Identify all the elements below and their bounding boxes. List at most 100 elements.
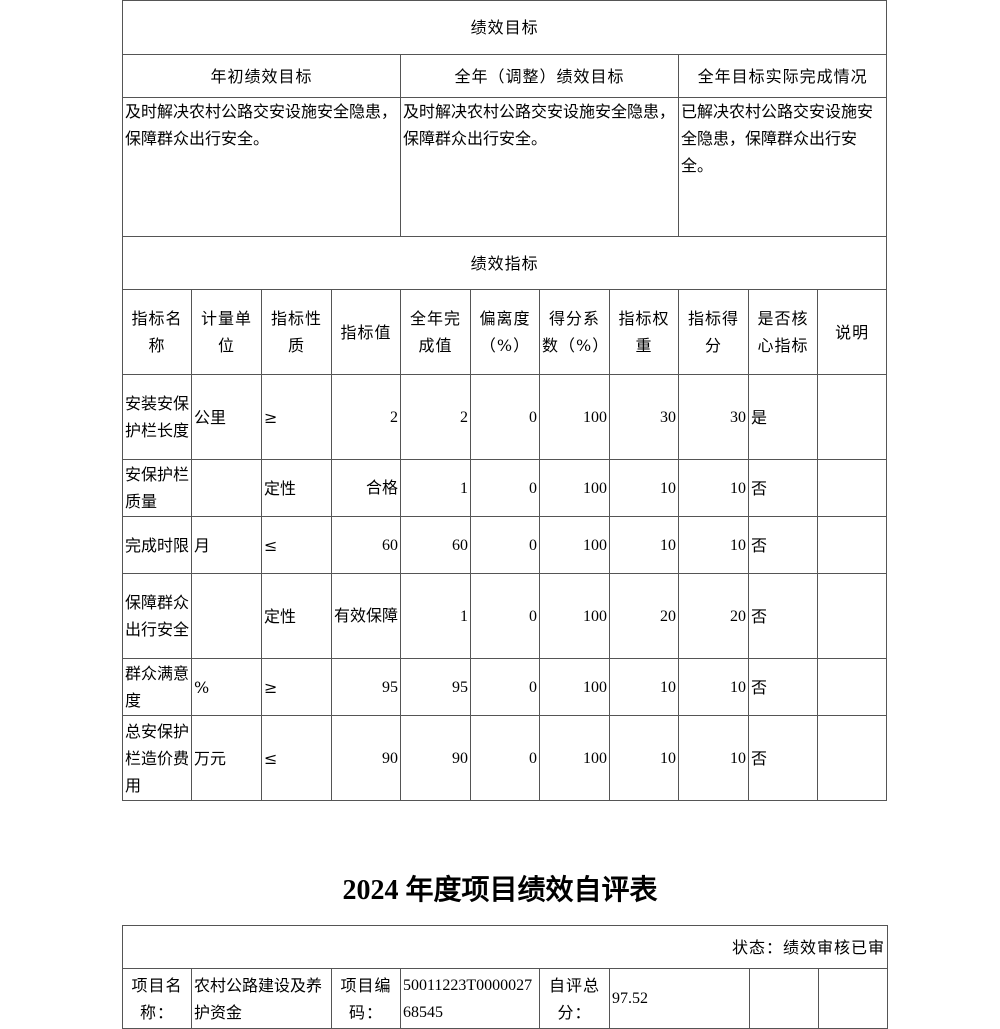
indicator-cell: 安保护栏质量 [122, 459, 192, 517]
indicator-cell: 100 [539, 459, 610, 517]
indicator-cell: 100 [539, 573, 610, 659]
indicator-header: 说明 [816, 289, 888, 375]
goals-initial-value: 及时解决农村公路交安设施安全隐患，保障群众出行安全。 [122, 97, 401, 237]
indicator-header: 指标性质 [261, 289, 332, 375]
indicator-cell: 0 [470, 459, 540, 517]
indicator-cell: 10 [609, 459, 679, 517]
indicator-cell: 0 [470, 715, 540, 801]
indicator-cell: 合格 [331, 459, 401, 517]
indicator-header: 指标权重 [609, 289, 679, 375]
score-label: 自评总分： [539, 968, 610, 1029]
indicator-cell: 总安保护栏造价费用 [122, 715, 192, 801]
indicator-cell: 100 [539, 715, 610, 801]
indicator-row: 总安保护栏造价费用 万元 ≤90 90 0 100 10 10 否 [122, 715, 888, 801]
indicator-cell: 100 [539, 374, 610, 460]
indicator-cell: 10 [678, 715, 749, 801]
status-text: 状态：绩效审核已审 [121, 925, 889, 969]
indicator-cell: 否 [748, 459, 818, 517]
indicator-cell [816, 658, 888, 716]
indicator-cell: 1 [400, 573, 471, 659]
indicator-cell: 有效保障 [331, 573, 401, 659]
indicator-cell: 保障群众出行安全 [122, 573, 192, 659]
indicator-cell: 0 [470, 374, 540, 460]
indicator-row: 保障群众出行安全 定性 有效保障 1 0 100 20 20 否 [122, 573, 888, 659]
indicator-row: 安装安保护栏长度 公里 ≥2 2 0 100 30 30 是 [122, 374, 888, 460]
indicator-cell [191, 573, 262, 659]
indicator-cell: 1 [400, 459, 471, 517]
indicator-cell: 安装安保护栏长度 [122, 374, 192, 460]
indicator-cell: 2 [400, 374, 471, 460]
indicator-cell: 95 [331, 658, 401, 716]
goals-header-actual: 全年目标实际完成情况 [677, 54, 888, 98]
indicator-header: 指标名称 [122, 289, 192, 375]
empty-cell [817, 968, 889, 1029]
indicators-title: 绩效指标 [121, 236, 888, 290]
empty-cell [749, 968, 819, 1029]
indicator-cell: % [191, 658, 262, 716]
indicator-cell: 30 [678, 374, 749, 460]
indicator-cell: 90 [331, 715, 401, 801]
indicator-cell: 20 [609, 573, 679, 659]
project-code-label: 项目编码： [331, 968, 401, 1029]
indicator-header: 全年完成值 [400, 289, 471, 375]
indicator-cell [816, 715, 888, 801]
indicator-cell: ≤ [261, 516, 332, 574]
indicator-cell: 月 [191, 516, 262, 574]
indicator-cell: 完成时限 [122, 516, 192, 574]
indicator-cell: 否 [748, 573, 818, 659]
indicator-cell: 10 [609, 715, 679, 801]
indicator-header: 指标得分 [678, 289, 749, 375]
project-name-value: 农村公路建设及养护资金 [191, 968, 332, 1029]
indicator-cell [816, 573, 888, 659]
project-name-label: 项目名称： [122, 968, 192, 1029]
indicator-cell: 90 [400, 715, 471, 801]
indicator-cell: 定性 [261, 573, 332, 659]
indicator-cell: 100 [539, 516, 610, 574]
indicator-cell: 否 [748, 516, 818, 574]
goals-title: 绩效目标 [121, 0, 888, 55]
indicator-cell: 60 [400, 516, 471, 574]
indicator-header: 指标值 [331, 289, 401, 375]
indicator-cell: 0 [470, 516, 540, 574]
indicator-header: 偏离度（%） [470, 289, 540, 375]
goals-adjusted-value: 及时解决农村公路交安设施安全隐患，保障群众出行安全。 [400, 97, 679, 237]
score-value: 97.52 [609, 968, 750, 1029]
indicator-cell: 0 [470, 658, 540, 716]
indicator-cell: 95 [400, 658, 471, 716]
goals-header-adjusted: 全年（调整）绩效目标 [400, 54, 679, 98]
indicator-row: 安保护栏质量 定性 合格 1 0 100 10 10 否 [122, 459, 888, 517]
indicator-cell: 否 [748, 715, 818, 801]
indicator-cell: 30 [609, 374, 679, 460]
indicator-cell: 10 [678, 459, 749, 517]
indicator-cell: ≥ [261, 374, 332, 460]
indicator-cell: 万元 [191, 715, 262, 801]
goals-header-initial: 年初绩效目标 [122, 54, 401, 98]
self-evaluation-table: 状态：绩效审核已审 项目名称： 农村公路建设及养护资金 项目编码： 500112… [121, 925, 889, 1029]
performance-goals-table: 绩效目标 年初绩效目标 全年（调整）绩效目标 全年目标实际完成情况 及时解决农村… [121, 0, 888, 801]
form-title: 2024 年度项目绩效自评表 [342, 875, 658, 906]
indicator-cell [816, 459, 888, 517]
project-code-value: 50011223T000002768545 [400, 968, 540, 1029]
indicator-cell: 2 [331, 374, 401, 460]
indicator-header: 计量单位 [191, 289, 262, 375]
indicator-cell: 公里 [191, 374, 262, 460]
indicator-cell: 10 [678, 516, 749, 574]
indicator-cell: 10 [678, 658, 749, 716]
indicator-cell [816, 516, 888, 574]
indicator-row: 完成时限月 ≤60 60 0 100 10 10 否 [122, 516, 888, 574]
indicator-cell: 20 [678, 573, 749, 659]
goals-actual-value: 已解决农村公路交安设施安全隐患，保障群众出行安全。 [677, 97, 888, 237]
indicator-cell: 60 [331, 516, 401, 574]
indicator-cell: ≥ [261, 658, 332, 716]
indicator-header: 是否核心指标 [748, 289, 818, 375]
indicator-cell: 是 [748, 374, 818, 460]
indicator-cell: 10 [609, 658, 679, 716]
indicator-cell: 群众满意度 [122, 658, 192, 716]
indicator-cell: 100 [539, 658, 610, 716]
indicator-header: 得分系数（%） [539, 289, 610, 375]
indicator-cell: 定性 [261, 459, 332, 517]
indicator-cell: 10 [609, 516, 679, 574]
indicator-cell: 否 [748, 658, 818, 716]
indicator-cell: 0 [470, 573, 540, 659]
indicator-row: 群众满意度% ≥95 95 0 100 10 10 否 [122, 658, 888, 716]
